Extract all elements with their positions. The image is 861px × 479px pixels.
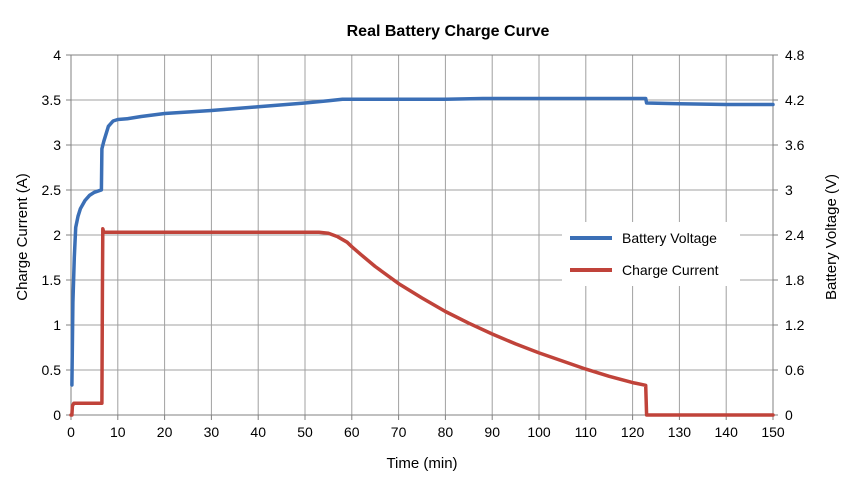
x-tick-labels: 0 10 20 30 40 50 60 70 80 90 100 110 120 130 140 150 — [67, 424, 785, 440]
y-right-tick-label: 0 — [785, 407, 793, 423]
y-right-tick-label: 1.2 — [785, 317, 805, 333]
y-right-tick-label: 3 — [785, 182, 793, 198]
x-tick-label: 90 — [484, 424, 500, 440]
y-left-tick-label: 0.5 — [42, 362, 62, 378]
y-right-tick-label: 1.8 — [785, 272, 805, 288]
x-tick-label: 60 — [344, 424, 360, 440]
y-right-tick-label: 2.4 — [785, 227, 805, 243]
x-tick-label: 10 — [110, 424, 126, 440]
x-tick-label: 100 — [527, 424, 551, 440]
y-right-tick-label: 0.6 — [785, 362, 805, 378]
y-right-tick-labels: 0 0.6 1.2 1.8 2.4 3 3.6 4.2 4.8 — [785, 47, 805, 423]
y-left-axis-label: Charge Current (A) — [14, 173, 31, 301]
series-line-charge-current — [69, 226, 775, 417]
legend: Battery Voltage Charge Current — [562, 222, 740, 286]
y-left-tick-label: 3.5 — [42, 92, 62, 108]
y-left-tick-label: 2 — [53, 227, 61, 243]
y-right-axis-label: Battery Voltage (V) — [823, 174, 840, 300]
y-right-tick-label: 4.2 — [785, 92, 805, 108]
x-tick-label: 150 — [761, 424, 785, 440]
x-tick-label: 40 — [250, 424, 266, 440]
series-lines — [69, 96, 775, 417]
x-tick-label: 120 — [621, 424, 645, 440]
plot-frame — [70, 54, 774, 416]
x-tick-label: 50 — [297, 424, 313, 440]
x-tick-label: 80 — [438, 424, 454, 440]
legend-label-battery-voltage: Battery Voltage — [622, 230, 717, 246]
legend-label-charge-current: Charge Current — [622, 262, 719, 278]
y-left-tick-label: 3 — [53, 137, 61, 153]
y-left-tick-label: 1 — [53, 317, 61, 333]
y-right-tick-label: 3.6 — [785, 137, 805, 153]
x-tick-label: 0 — [67, 424, 75, 440]
legend-background — [562, 222, 740, 286]
x-tick-label: 30 — [204, 424, 220, 440]
y-left-tick-label: 4 — [53, 47, 61, 63]
y-right-tick-label: 4.8 — [785, 47, 805, 63]
y-left-tick-label: 1.5 — [42, 272, 62, 288]
x-tick-label: 20 — [157, 424, 173, 440]
y-left-tick-label: 0 — [53, 407, 61, 423]
chart-title: Real Battery Charge Curve — [347, 23, 550, 40]
x-tick-label: 70 — [391, 424, 407, 440]
x-tick-label: 130 — [668, 424, 692, 440]
x-tick-label: 140 — [715, 424, 739, 440]
y-left-tick-labels: 0 0.5 1 1.5 2 2.5 3 3.5 4 — [42, 47, 62, 423]
series-line-battery-voltage — [70, 96, 775, 387]
x-axis-label: Time (min) — [386, 455, 457, 472]
x-tick-label: 110 — [575, 424, 598, 440]
y-left-tick-label: 2.5 — [42, 182, 62, 198]
